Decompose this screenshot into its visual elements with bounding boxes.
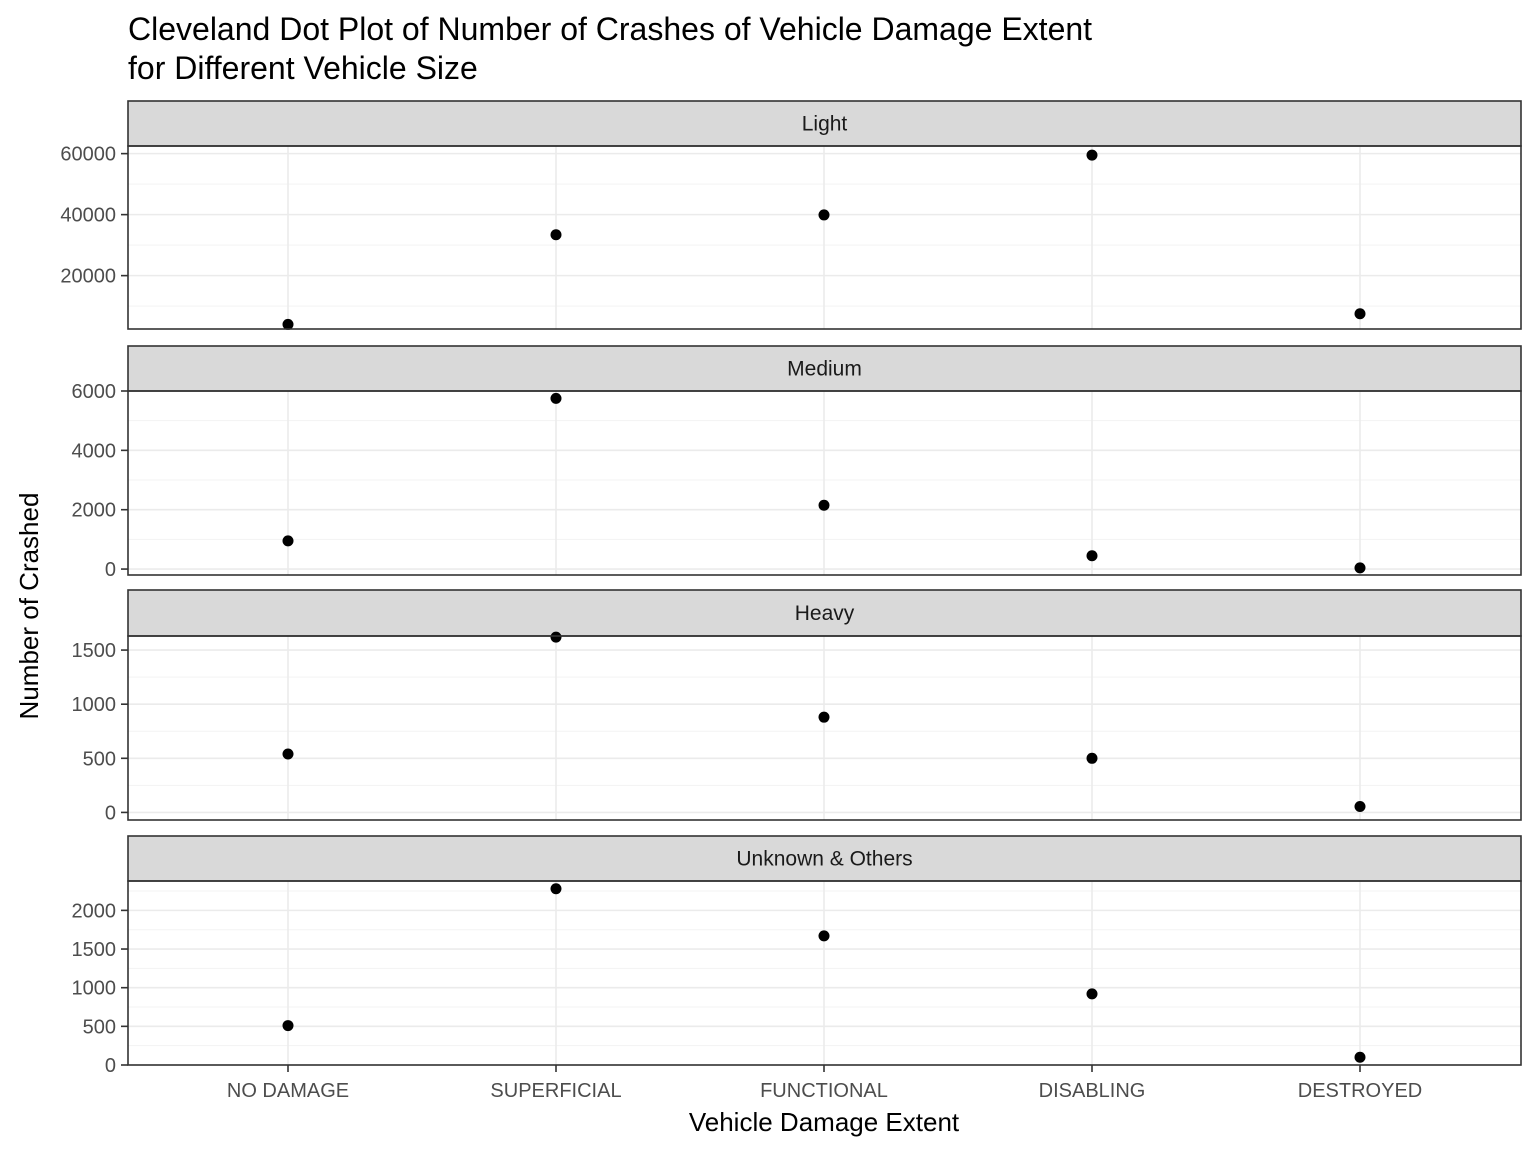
facet-heavy: Heavy 0 500 1000 1500 xyxy=(72,589,1522,824)
data-point-no-damage xyxy=(282,748,294,760)
x-axis: NO DAMAGE SUPERFICIAL FUNCTIONAL DISABLING D… xyxy=(227,1065,1422,1102)
data-point-destroyed xyxy=(1354,308,1366,320)
facet-panels: Light200004000060000Medium0200040006000H… xyxy=(60,100,1522,1077)
y-tick-label: 0 xyxy=(105,559,116,581)
data-point-disabling xyxy=(1086,550,1098,562)
data-point-disabling xyxy=(1086,752,1098,764)
y-tick-label: 1500 xyxy=(72,640,117,662)
facet-label: Unknown & Others xyxy=(736,848,912,871)
facet-label: Heavy xyxy=(795,602,855,625)
data-point-superficial xyxy=(550,392,562,404)
x-tick-label: NO DAMAGE xyxy=(227,1080,349,1102)
x-tick-label: FUNCTIONAL xyxy=(760,1080,888,1102)
data-point-disabling xyxy=(1086,149,1098,161)
y-axis-title: Number of Crashed xyxy=(14,493,44,720)
data-point-superficial xyxy=(550,229,562,241)
panel-border xyxy=(127,390,1522,576)
facet-strip xyxy=(127,345,1522,392)
data-point-destroyed xyxy=(1354,800,1366,812)
y-tick-label: 0 xyxy=(105,1055,116,1077)
data-point-superficial xyxy=(550,631,562,643)
panel-border xyxy=(127,145,1522,330)
y-tick-label: 0 xyxy=(105,802,116,824)
y-tick-label: 2000 xyxy=(72,900,117,922)
chart-title-line-1: Cleveland Dot Plot of Number of Crashes … xyxy=(128,11,1092,47)
data-point-disabling xyxy=(1086,988,1098,1000)
y-tick-label: 2000 xyxy=(72,500,117,522)
y-tick-label: 6000 xyxy=(72,381,117,403)
facet-label: Medium xyxy=(787,358,862,381)
data-point-superficial xyxy=(550,883,562,895)
data-point-no-damage xyxy=(282,535,294,547)
x-axis-title: Vehicle Damage Extent xyxy=(689,1107,960,1137)
data-point-destroyed xyxy=(1354,1051,1366,1063)
chart-title-line-2: for Different Vehicle Size xyxy=(128,50,478,86)
y-tick-label: 1000 xyxy=(72,978,117,1000)
data-point-no-damage xyxy=(282,318,294,330)
y-tick-label: 1500 xyxy=(72,939,117,961)
facet-label: Light xyxy=(802,113,848,136)
y-tick-label: 20000 xyxy=(60,266,116,288)
data-point-destroyed xyxy=(1354,562,1366,574)
x-tick-label: DESTROYED xyxy=(1298,1080,1422,1102)
y-tick-label: 1000 xyxy=(72,694,117,716)
facet-unknown-others: Unknown & Others 0 500 1000 1500 2000 xyxy=(72,835,1522,1077)
y-tick-label: 40000 xyxy=(60,205,116,227)
y-tick-label: 60000 xyxy=(60,144,116,166)
y-tick-label: 500 xyxy=(83,748,116,770)
x-tick-label: DISABLING xyxy=(1039,1080,1146,1102)
panel-border xyxy=(127,635,1522,821)
data-point-functional xyxy=(818,930,830,942)
x-tick-label: SUPERFICIAL xyxy=(490,1080,621,1102)
facet-light: Light 20000 40000 60000 xyxy=(60,100,1522,330)
y-tick-label: 500 xyxy=(83,1016,116,1038)
facet-strip xyxy=(127,835,1522,882)
data-point-functional xyxy=(818,499,830,511)
data-point-functional xyxy=(818,209,830,221)
y-tick-label: 4000 xyxy=(72,440,117,462)
facet-medium: Medium 0 2000 4000 6000 xyxy=(72,345,1522,581)
facet-strip xyxy=(127,100,1522,147)
data-point-no-damage xyxy=(282,1020,294,1032)
data-point-functional xyxy=(818,711,830,723)
